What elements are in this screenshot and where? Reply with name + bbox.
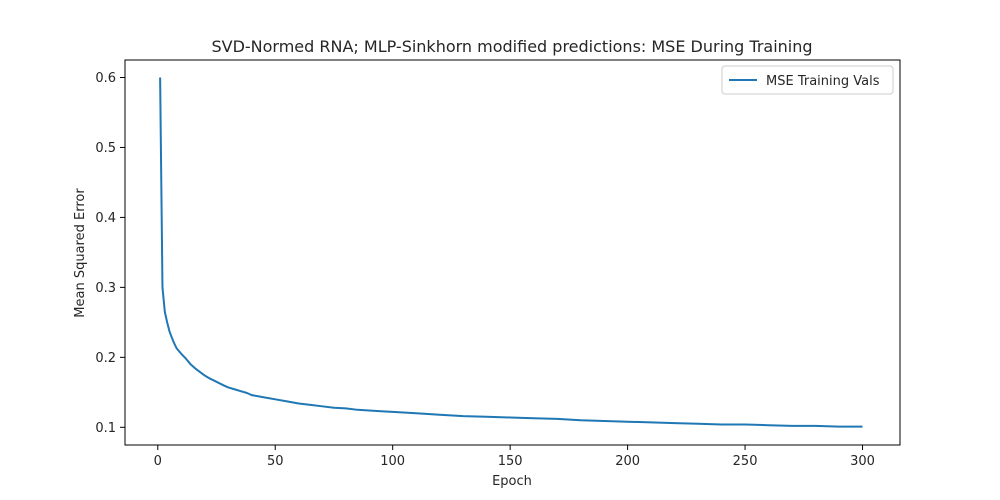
y-tick-label: 0.2 [95,351,116,366]
legend-box [721,65,894,95]
y-tick-label: 0.4 [95,211,116,226]
legend: MSE Training Vals [721,65,894,95]
y-tick-label: 0.3 [95,281,116,296]
plot-area [125,60,900,445]
x-tick-label: 50 [267,454,284,469]
x-tick-label: 100 [380,454,405,469]
plot-frame [124,59,901,446]
x-tick-label: 250 [733,454,758,469]
x-axis-ticks: 0 50 100 150 200 250 300 [154,445,875,469]
x-tick-label: 200 [615,454,640,469]
x-tick-label: 300 [850,454,875,469]
series-line [159,77,863,428]
legend-entry-label: MSE Training Vals [766,74,880,89]
y-tick-label: 0.5 [95,141,116,156]
y-tick-label: 0.1 [95,421,116,436]
y-axis-label: Mean Squared Error [73,188,88,318]
y-axis-ticks: 0.1 0.2 0.3 0.4 0.5 0.6 [95,71,125,436]
x-tick-label: 0 [154,454,162,469]
series-layer [159,77,863,428]
x-tick-label: 150 [498,454,523,469]
y-tick-label: 0.6 [95,71,116,86]
chart-title: SVD-Normed RNA; MLP-Sinkhorn modified pr… [211,37,812,56]
x-axis-label: Epoch [492,474,532,489]
